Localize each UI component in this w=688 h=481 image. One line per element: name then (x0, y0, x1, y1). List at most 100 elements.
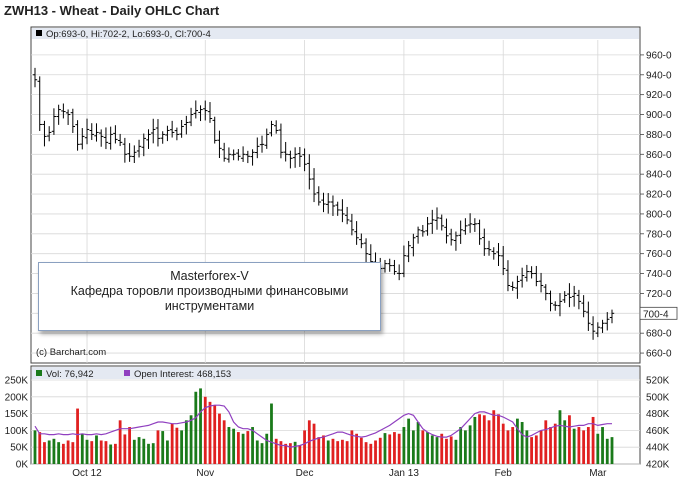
ohlc-bar (184, 115, 189, 135)
ohlc-bar (415, 226, 421, 244)
ohlc-bar (278, 123, 284, 159)
ohlc-bar (80, 128, 85, 150)
ohlc-bar (84, 118, 90, 145)
ohlc-bar (396, 264, 402, 281)
ohlc-bar (146, 129, 151, 149)
volume-bar (137, 437, 141, 464)
volume-bar (222, 420, 226, 464)
price-legend: Op:693-0, Hi:702-2, Lo:693-0, Cl:700-4 (46, 29, 211, 40)
ohlc-bar (529, 266, 534, 279)
ohlc-bar (103, 127, 109, 150)
volume-bar (123, 434, 127, 464)
volume-bar (516, 418, 519, 464)
ohlc-bar (169, 120, 175, 138)
price-tick-label: 920-0 (646, 90, 672, 101)
volume-left-tick: 200K (5, 392, 29, 403)
volume-bar (468, 425, 472, 464)
ohlc-bar (255, 137, 260, 159)
volume-bar (326, 440, 330, 464)
ohlc-bar (292, 147, 298, 168)
ohlc-bar (250, 149, 255, 166)
ohlc-bar (122, 137, 128, 163)
ohlc-bar (245, 150, 251, 164)
volume-bar (378, 437, 382, 464)
volume-bar (33, 430, 37, 464)
volume-bar (151, 443, 155, 464)
volume-bar (293, 441, 297, 464)
ohlc-bar (37, 76, 42, 131)
ohlc-bar (387, 258, 392, 272)
volume-bar (161, 431, 165, 464)
ohlc-bar (46, 126, 52, 142)
watermark-line1: Masterforex-V (170, 269, 249, 283)
volume-bar (189, 415, 193, 464)
volume-bar (288, 443, 292, 464)
ohlc-bar (590, 316, 596, 340)
volume-bar (132, 439, 136, 464)
volume-bar (544, 420, 548, 464)
volume-bar (128, 427, 131, 464)
ohlc-bar (586, 301, 591, 331)
volume-bar (407, 418, 411, 464)
ohlc-bar (359, 233, 364, 249)
ohlc-bar (302, 148, 307, 172)
volume-bar (218, 413, 221, 464)
volume-bar (610, 437, 614, 464)
ohlc-bar (264, 128, 269, 149)
ohlc-bar (32, 67, 38, 88)
volume-bar (52, 438, 56, 464)
price-legend-swatch (36, 30, 42, 36)
volume-bar (577, 427, 581, 464)
volume-bar (80, 433, 84, 464)
volume-bar (383, 433, 387, 464)
volume-bar (563, 420, 567, 464)
volume-bar (553, 423, 557, 464)
ohlc-bar (576, 289, 582, 310)
ohlc-bar (94, 123, 99, 142)
price-tick-label: 940-0 (646, 70, 672, 81)
oi-right-tick: 480K (646, 409, 670, 420)
ohlc-bar (132, 145, 137, 163)
volume-bar (596, 433, 600, 464)
volume-bar (284, 443, 288, 464)
volume-bar (90, 441, 94, 464)
volume-bar (303, 430, 306, 464)
ohlc-bar (207, 102, 213, 123)
ohlc-bar (496, 243, 501, 266)
volume-bar (506, 430, 510, 464)
volume-bar (388, 434, 392, 464)
ohlc-bar (117, 133, 123, 147)
volume-bar (416, 422, 420, 464)
volume-bar (57, 442, 61, 464)
ohlc-bar (605, 312, 610, 331)
price-tick-label: 780-0 (646, 229, 672, 240)
x-tick-label: Dec (296, 468, 314, 479)
volume-bar (170, 423, 174, 464)
ohlc-bar (463, 218, 468, 235)
volume-bar (66, 440, 70, 464)
volume-bar (236, 432, 240, 464)
volume-bar (227, 427, 231, 464)
volume-bar (525, 430, 529, 464)
ohlc-bar (444, 218, 449, 244)
ohlc-bar (231, 149, 236, 161)
ohlc-bar (75, 120, 80, 151)
volume-bar (208, 401, 212, 464)
oi-right-tick: 460K (646, 426, 670, 437)
price-tick-label: 860-0 (646, 150, 672, 161)
open-interest-line (34, 404, 612, 448)
volume-bar (374, 440, 377, 464)
ohlc-bar (344, 206, 350, 225)
volume-left-tick: 50K (10, 443, 28, 454)
volume-bar (76, 408, 79, 464)
volume-bar (336, 441, 340, 464)
ohlc-bar (51, 108, 57, 135)
volume-bar (426, 432, 429, 464)
volume-bar (175, 427, 179, 464)
ohlc-bar (420, 224, 426, 237)
volume-bar (99, 440, 103, 464)
ohlc-bar (113, 125, 118, 144)
ohlc-bar (571, 285, 577, 307)
volume-bar (549, 427, 552, 464)
ohlc-bar (151, 118, 156, 144)
